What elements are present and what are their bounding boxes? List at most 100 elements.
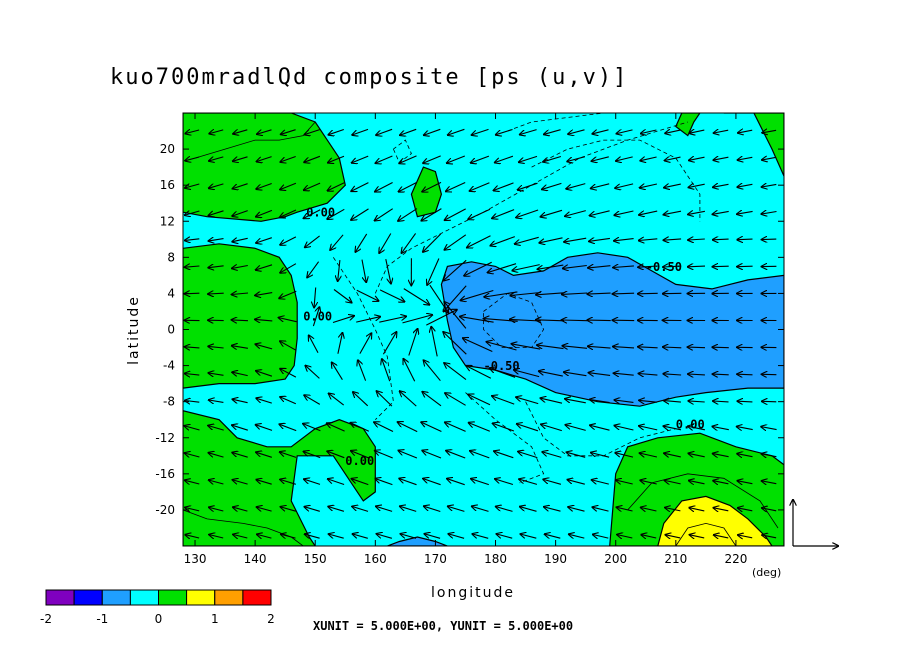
wind-vector <box>714 535 729 538</box>
wind-vector <box>352 155 369 163</box>
wind-vector <box>542 182 562 189</box>
wind-vector <box>587 320 611 321</box>
wind-vector <box>232 372 248 375</box>
wind-vector <box>613 347 635 348</box>
wind-vector <box>256 237 272 243</box>
wind-vector <box>256 398 272 404</box>
wind-vector <box>664 453 681 457</box>
wind-vector <box>256 425 273 431</box>
wind-vector <box>665 130 681 133</box>
wind-vector <box>256 371 273 377</box>
wind-vector <box>762 157 777 160</box>
wind-vector <box>537 345 564 350</box>
wind-vector <box>232 453 248 458</box>
wind-vector <box>186 130 200 134</box>
wind-vector <box>307 261 320 278</box>
wind-vector <box>469 423 491 432</box>
wind-vector <box>375 451 393 459</box>
x-tick-label: 220 <box>724 552 747 566</box>
wind-vector <box>425 534 441 539</box>
wind-vector <box>304 182 321 190</box>
wind-vector <box>615 210 634 215</box>
wind-vector <box>593 535 609 539</box>
wind-vector <box>593 130 609 134</box>
wind-vector <box>690 130 705 133</box>
x-tick-label: 180 <box>484 552 507 566</box>
wind-vector <box>641 535 657 538</box>
wind-vector <box>233 183 248 189</box>
wind-vector <box>615 183 634 188</box>
contour-label: 0.00 <box>306 206 335 220</box>
wind-vector <box>256 209 273 216</box>
wind-vector <box>762 184 777 187</box>
wind-vector <box>639 374 658 376</box>
wind-vector <box>233 399 248 402</box>
wind-vector <box>613 266 634 268</box>
wind-vector <box>592 156 609 161</box>
wind-vector <box>613 293 635 294</box>
wind-vector <box>490 368 516 378</box>
colorbar-swatch <box>129 589 159 606</box>
wind-vector <box>185 347 200 348</box>
wind-vector <box>713 374 729 375</box>
wind-vector <box>379 316 406 323</box>
wind-vector <box>445 422 466 432</box>
wind-vector <box>512 344 541 350</box>
wind-vector <box>327 451 345 459</box>
wind-vector <box>617 507 633 511</box>
wind-vector <box>185 426 200 430</box>
wind-vector <box>762 239 777 240</box>
wind-vector <box>615 426 634 431</box>
y-tick-label: 20 <box>160 142 175 156</box>
wind-vector <box>232 293 249 295</box>
wind-vector <box>399 479 417 486</box>
wind-vector <box>461 289 494 301</box>
wind-vector <box>209 507 224 511</box>
plot-area <box>183 113 784 546</box>
wind-vector <box>379 233 392 253</box>
wind-vector <box>376 128 393 135</box>
wind-vector <box>494 451 514 459</box>
wind-vector <box>540 237 563 243</box>
wind-vector <box>567 156 586 162</box>
wind-vector <box>209 130 224 134</box>
wind-vector <box>377 391 393 407</box>
wind-vector <box>713 239 729 240</box>
wind-vector <box>400 506 417 512</box>
wind-vector <box>424 360 441 382</box>
y-tick-label: -20 <box>155 503 175 517</box>
wind-vector <box>762 535 777 538</box>
wind-vector <box>616 480 633 484</box>
contour-label: 0.00 <box>303 310 332 324</box>
x-tick-label: 140 <box>244 552 267 566</box>
shaded-region <box>440 252 784 407</box>
wind-vector <box>209 373 224 375</box>
wind-vector <box>518 182 538 190</box>
wind-vector <box>185 508 200 511</box>
colorbar-swatch <box>186 589 216 606</box>
wind-vector <box>232 425 248 431</box>
wind-vector <box>208 346 224 348</box>
contour-line <box>183 509 304 546</box>
wind-vector <box>472 506 489 512</box>
chart-title: kuo700mradlQd composite [ps (u,v)] <box>110 65 628 90</box>
wind-vector <box>639 239 658 241</box>
x-unit-label: (deg) <box>752 566 781 579</box>
wind-vector <box>466 366 492 379</box>
wind-vector <box>352 507 369 512</box>
wind-vector <box>256 182 272 190</box>
wind-vector <box>382 359 391 382</box>
wind-vector <box>544 129 561 135</box>
x-tick-label: 160 <box>364 552 387 566</box>
wind-vector <box>568 480 585 485</box>
wind-vector <box>185 453 200 457</box>
wind-vector <box>256 452 272 458</box>
wind-vector <box>520 507 537 512</box>
wind-vector <box>232 266 248 269</box>
wind-vector <box>689 157 705 160</box>
wind-vector <box>375 208 394 221</box>
wind-vector <box>568 507 585 512</box>
y-tick-label: 0 <box>167 323 175 337</box>
colorbar-swatch <box>45 589 75 606</box>
